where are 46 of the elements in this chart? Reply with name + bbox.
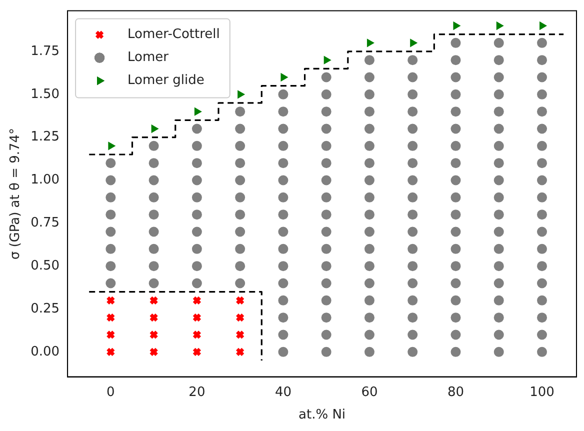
y-tick-label: 1.25 [30, 130, 60, 145]
point [238, 90, 246, 99]
y-tick-label: 0.75 [30, 216, 60, 231]
point [151, 124, 159, 134]
point [235, 347, 245, 356]
point [410, 38, 418, 48]
point [194, 107, 202, 116]
point [149, 296, 158, 305]
point [108, 142, 116, 150]
y-tick-label: 0.00 [30, 344, 60, 360]
point [280, 72, 288, 82]
y-axis-title: σ (GPa) at θ = 9.74° [8, 128, 24, 260]
y-tick-label: 0.50 [30, 258, 60, 274]
legend-label: Lomer glide [128, 73, 204, 88]
point [366, 38, 374, 48]
point [453, 21, 461, 30]
y-tick-label: 1.75 [30, 44, 60, 59]
point [192, 296, 202, 305]
point [149, 347, 158, 356]
x-tick-label: 20 [188, 384, 206, 400]
point [149, 312, 158, 322]
y-tick-label: 1.00 [30, 172, 60, 188]
x-tick-label: 100 [530, 384, 554, 400]
point [235, 312, 245, 322]
point [106, 312, 116, 322]
x-tick-label: 0 [106, 384, 115, 400]
x-tick-label: 60 [361, 384, 378, 400]
point [324, 56, 332, 64]
point [192, 347, 202, 356]
point [106, 330, 116, 340]
point [192, 312, 202, 322]
point [235, 296, 245, 305]
x-tick-label: 80 [447, 384, 464, 400]
y-tick-label: 1.50 [30, 86, 60, 102]
point [106, 347, 116, 356]
point [106, 296, 116, 305]
point [149, 330, 158, 340]
point [496, 21, 504, 30]
y-tick-label: 0.25 [30, 301, 60, 316]
point [539, 21, 547, 30]
x-axis-title: at.% Ni [298, 408, 346, 423]
legend-label: Lomer [128, 50, 170, 66]
point [192, 330, 202, 340]
point [235, 330, 245, 340]
x-tick-label: 40 [274, 384, 292, 400]
legend-label: Lomer-Cottrell [128, 27, 220, 42]
